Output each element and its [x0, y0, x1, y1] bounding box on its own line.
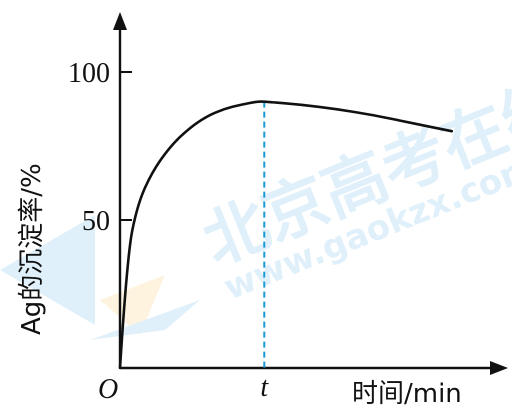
t-marker-label: t — [260, 372, 269, 403]
y-ticks: 50 100 — [68, 58, 132, 237]
watermark-logo: 北京高考在线 www.gaokzx.com — [0, 67, 512, 340]
y-tick-label: 50 — [82, 206, 110, 237]
origin-label: O — [98, 374, 118, 405]
y-axis-arrow — [113, 12, 127, 30]
y-tick-label: 100 — [68, 58, 110, 89]
axes — [113, 12, 508, 375]
x-axis-arrow — [490, 361, 508, 375]
y-axis-title: Ag的沉淀率/% — [17, 163, 47, 335]
x-axis-title: 时间/min — [352, 379, 462, 409]
precipitation-curve — [118, 100, 454, 370]
